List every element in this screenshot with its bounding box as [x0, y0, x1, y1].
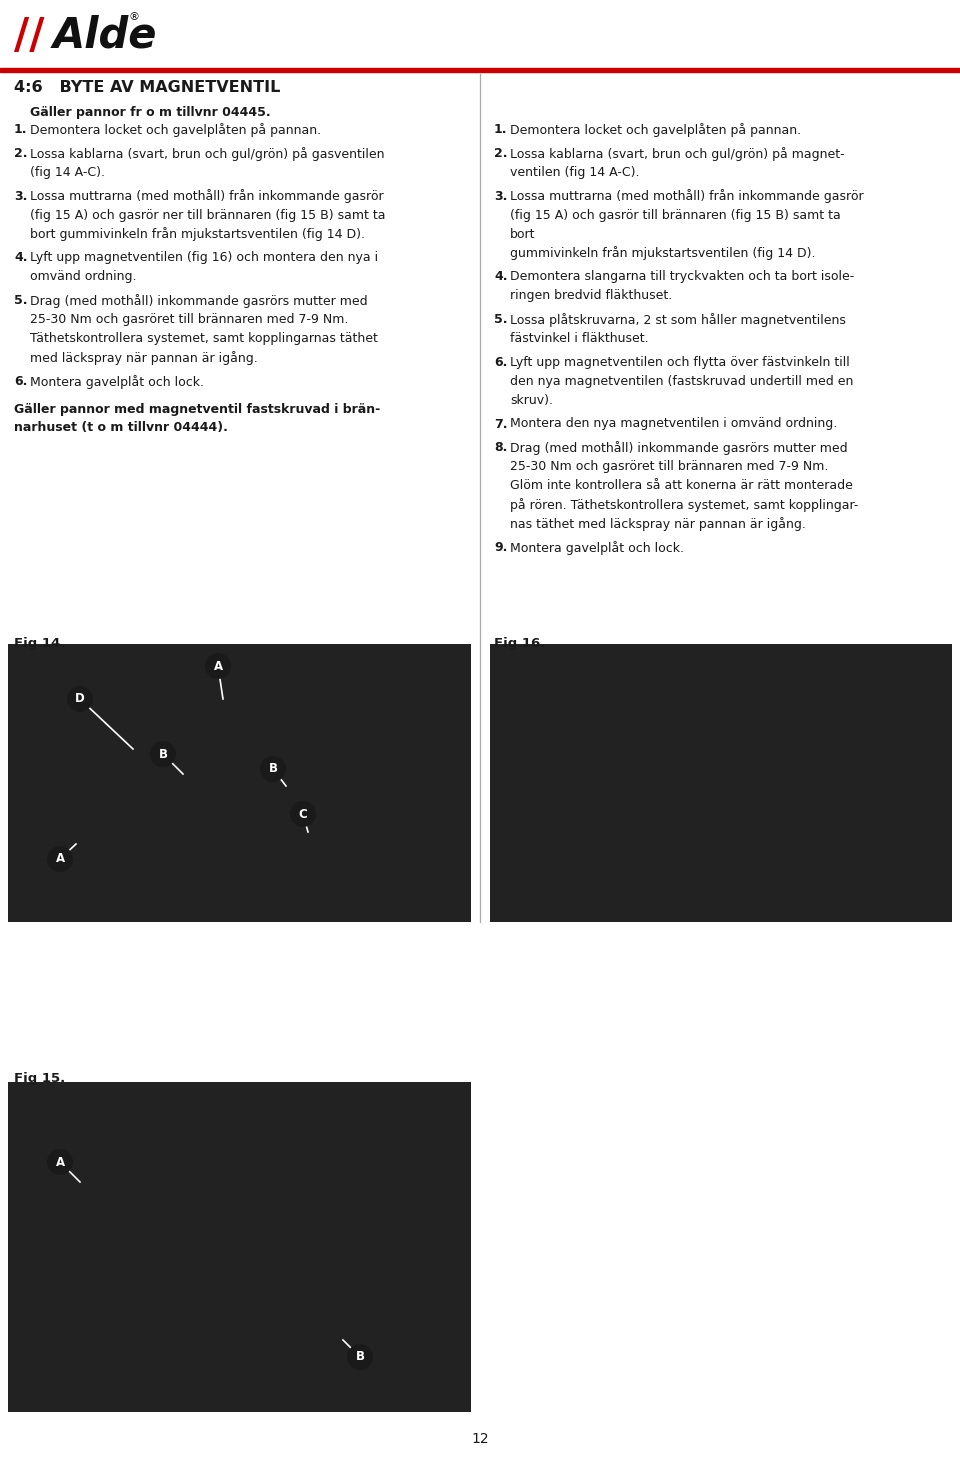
Text: bort gummivinkeln från mjukstartsventilen (fig 14 D).: bort gummivinkeln från mjukstartsventile…: [30, 227, 365, 242]
Text: Alde: Alde: [53, 15, 157, 57]
Text: nas täthet med läckspray när pannan är igång.: nas täthet med läckspray när pannan är i…: [510, 518, 805, 531]
Circle shape: [205, 653, 231, 679]
Text: 5.: 5.: [494, 312, 508, 326]
Text: Montera gavelplåt och lock.: Montera gavelplåt och lock.: [30, 374, 204, 389]
Text: Gäller pannor fr o m tillvnr 04445.: Gäller pannor fr o m tillvnr 04445.: [30, 106, 271, 119]
Text: bort: bort: [510, 227, 536, 241]
Text: Drag (med mothåll) inkommande gasrörs mutter med: Drag (med mothåll) inkommande gasrörs mu…: [510, 442, 848, 455]
Text: Montera gavelplåt och lock.: Montera gavelplåt och lock.: [510, 541, 684, 555]
Text: Lossa kablarna (svart, brun och gul/grön) på magnet-: Lossa kablarna (svart, brun och gul/grön…: [510, 147, 845, 161]
Text: med läckspray när pannan är igång.: med läckspray när pannan är igång.: [30, 351, 257, 365]
Text: 25-30 Nm och gasröret till brännaren med 7-9 Nm.: 25-30 Nm och gasröret till brännaren med…: [510, 461, 828, 474]
Text: A: A: [56, 852, 64, 866]
Text: 9.: 9.: [494, 541, 508, 555]
Circle shape: [347, 1344, 373, 1370]
Text: 8.: 8.: [494, 442, 508, 455]
Text: 4:6   BYTE AV MAGNETVENTIL: 4:6 BYTE AV MAGNETVENTIL: [14, 81, 280, 95]
Text: (fig 15 A) och gasrör ner till brännaren (fig 15 B) samt ta: (fig 15 A) och gasrör ner till brännaren…: [30, 208, 386, 222]
Text: 6.: 6.: [14, 374, 28, 387]
Text: 1.: 1.: [14, 123, 28, 136]
Text: D: D: [75, 692, 84, 706]
Text: Drag (med mothåll) inkommande gasrörs mutter med: Drag (med mothåll) inkommande gasrörs mu…: [30, 293, 368, 308]
Text: ringen bredvid fläkthuset.: ringen bredvid fläkthuset.: [510, 289, 672, 302]
Circle shape: [150, 741, 176, 767]
Text: 2.: 2.: [494, 147, 508, 160]
Text: Demontera locket och gavelplåten på pannan.: Demontera locket och gavelplåten på pann…: [510, 123, 802, 136]
Text: A: A: [56, 1156, 64, 1169]
Text: 4.: 4.: [14, 251, 28, 264]
Text: Glöm inte kontrollera så att konerna är rätt monterade: Glöm inte kontrollera så att konerna är …: [510, 480, 852, 493]
Text: 6.: 6.: [494, 356, 508, 368]
Text: Lossa kablarna (svart, brun och gul/grön) på gasventilen: Lossa kablarna (svart, brun och gul/grön…: [30, 147, 385, 161]
Bar: [8, 1083, 471, 1413]
Text: Lossa muttrarna (med mothåll) från inkommande gasrör: Lossa muttrarna (med mothåll) från inkom…: [510, 189, 864, 204]
Text: ®: ®: [128, 12, 139, 22]
Circle shape: [47, 846, 73, 871]
Text: C: C: [299, 807, 307, 820]
Circle shape: [67, 687, 93, 711]
Text: gummivinkeln från mjukstartsventilen (fig 14 D).: gummivinkeln från mjukstartsventilen (fi…: [510, 246, 815, 261]
Text: A: A: [213, 660, 223, 672]
Text: ventilen (fig 14 A-C).: ventilen (fig 14 A-C).: [510, 166, 639, 179]
Circle shape: [47, 1149, 73, 1175]
Text: B: B: [158, 748, 167, 760]
Text: Fig 14.: Fig 14.: [14, 637, 65, 650]
Text: Montera den nya magnetventilen i omvänd ordning.: Montera den nya magnetventilen i omvänd …: [510, 418, 837, 430]
Text: narhuset (t o m tillvnr 04444).: narhuset (t o m tillvnr 04444).: [14, 421, 228, 434]
Text: Fig 16.: Fig 16.: [494, 637, 545, 650]
Text: Lossa muttrarna (med mothåll) från inkommande gasrör: Lossa muttrarna (med mothåll) från inkom…: [30, 189, 384, 204]
Text: Demontera locket och gavelplåten på pannan.: Demontera locket och gavelplåten på pann…: [30, 123, 322, 136]
Text: (fig 15 A) och gasrör till brännaren (fig 15 B) samt ta: (fig 15 A) och gasrör till brännaren (fi…: [510, 208, 841, 222]
Bar: [490, 644, 952, 921]
Bar: [8, 644, 471, 921]
Text: 3.: 3.: [494, 189, 508, 202]
Text: 25-30 Nm och gasröret till brännaren med 7-9 Nm.: 25-30 Nm och gasröret till brännaren med…: [30, 312, 348, 326]
Text: Lyft upp magnetventilen och flytta över fästvinkeln till: Lyft upp magnetventilen och flytta över …: [510, 356, 850, 368]
Bar: [0, 67, 960, 72]
Text: Gäller pannor med magnetventil fastskruvad i brän-: Gäller pannor med magnetventil fastskruv…: [14, 402, 380, 415]
Text: 4.: 4.: [494, 270, 508, 283]
Circle shape: [290, 801, 316, 827]
Text: B: B: [269, 763, 277, 776]
Text: Täthetskontrollera systemet, samt kopplingarnas täthet: Täthetskontrollera systemet, samt koppli…: [30, 332, 378, 345]
Text: den nya magnetventilen (fastskruvad undertill med en: den nya magnetventilen (fastskruvad unde…: [510, 374, 853, 387]
Text: skruv).: skruv).: [510, 393, 553, 406]
Text: 2.: 2.: [14, 147, 28, 160]
Text: B: B: [355, 1351, 365, 1363]
Text: //: //: [14, 15, 44, 57]
Text: (fig 14 A-C).: (fig 14 A-C).: [30, 166, 105, 179]
Text: 5.: 5.: [14, 293, 28, 307]
Text: Lossa plåtskruvarna, 2 st som håller magnetventilens: Lossa plåtskruvarna, 2 st som håller mag…: [510, 312, 846, 327]
Text: fästvinkel i fläkthuset.: fästvinkel i fläkthuset.: [510, 332, 649, 345]
Text: på rören. Täthetskontrollera systemet, samt kopplingar-: på rören. Täthetskontrollera systemet, s…: [510, 499, 858, 512]
Text: 7.: 7.: [494, 418, 508, 430]
Text: Lyft upp magnetventilen (fig 16) och montera den nya i: Lyft upp magnetventilen (fig 16) och mon…: [30, 251, 378, 264]
Text: 12: 12: [471, 1432, 489, 1446]
Text: omvänd ordning.: omvänd ordning.: [30, 270, 136, 283]
Text: 3.: 3.: [14, 189, 28, 202]
Text: 1.: 1.: [494, 123, 508, 136]
Text: Fig 15.: Fig 15.: [14, 1072, 65, 1086]
Text: Demontera slangarna till tryckvakten och ta bort isole-: Demontera slangarna till tryckvakten och…: [510, 270, 854, 283]
Circle shape: [260, 756, 286, 782]
